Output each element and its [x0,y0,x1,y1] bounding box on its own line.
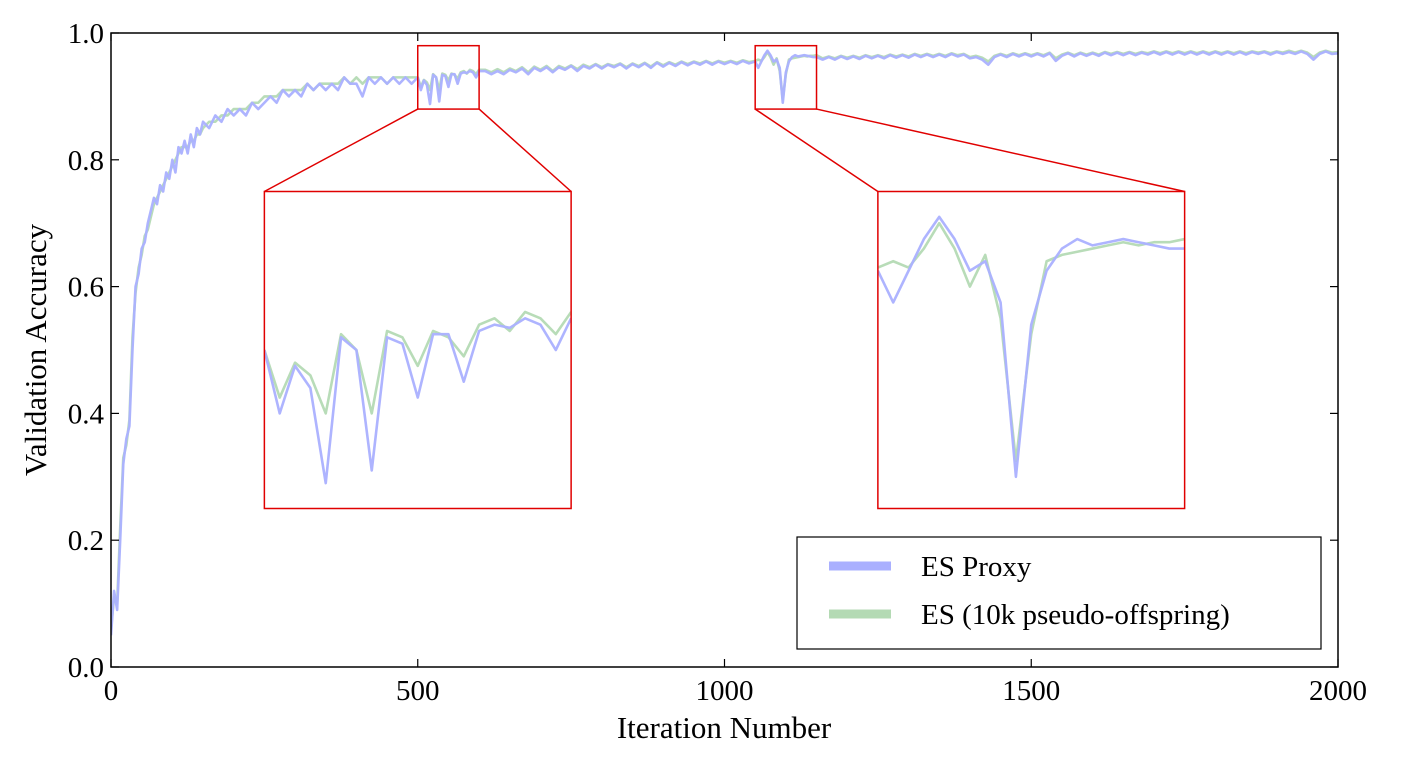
inset-right-lines [878,215,1185,479]
y-axis: 0.0 0.2 0.4 0.6 0.8 1.0 [68,18,1338,684]
inset-right-box [877,190,1186,510]
x-axis-label: Iteration Number [617,710,832,745]
inset-right-line-es-10k [878,221,1185,463]
inset-left-lines [264,310,571,485]
inset-frames [263,44,1186,510]
inset-left-connector-right [478,108,572,193]
x-tick-label: 2000 [1309,675,1367,707]
x-tick-label: 0 [104,675,119,707]
y-tick-label: 0.2 [68,525,104,557]
y-tick-label: 1.0 [68,18,104,50]
inset-right-connector-right [816,108,1185,193]
y-tick-label: 0.8 [68,145,104,177]
series-line-es-proxy [111,49,1338,636]
y-axis-label: Validation Accuracy [18,223,53,476]
inset-right-connector-left [754,108,879,193]
inset-right-line-es-proxy [878,215,1185,479]
inset-left-box [263,190,572,510]
inset-right-source-box [754,44,818,110]
inset-left-connector-left [264,108,419,193]
x-axis: 0 500 1000 1500 2000 [104,33,1367,707]
x-tick-label: 1500 [1002,675,1060,707]
legend-label-es-proxy: ES Proxy [921,551,1032,583]
y-tick-label: 0.4 [68,398,105,430]
legend-label-es-10k: ES (10k pseudo-offspring) [921,599,1230,631]
inset-left-line-es-proxy [264,317,571,485]
y-tick-label: 0.6 [68,272,104,304]
y-tick-label: 0.0 [68,652,104,684]
x-tick-label: 500 [396,675,440,707]
inset-left-line-es-10k [264,310,571,415]
legend: ES Proxy ES (10k pseudo-offspring) [796,536,1322,650]
inset-left-source-box [417,44,480,110]
main-plot-lines [111,49,1338,636]
legend-box [796,536,1322,650]
x-tick-label: 1000 [696,675,754,707]
